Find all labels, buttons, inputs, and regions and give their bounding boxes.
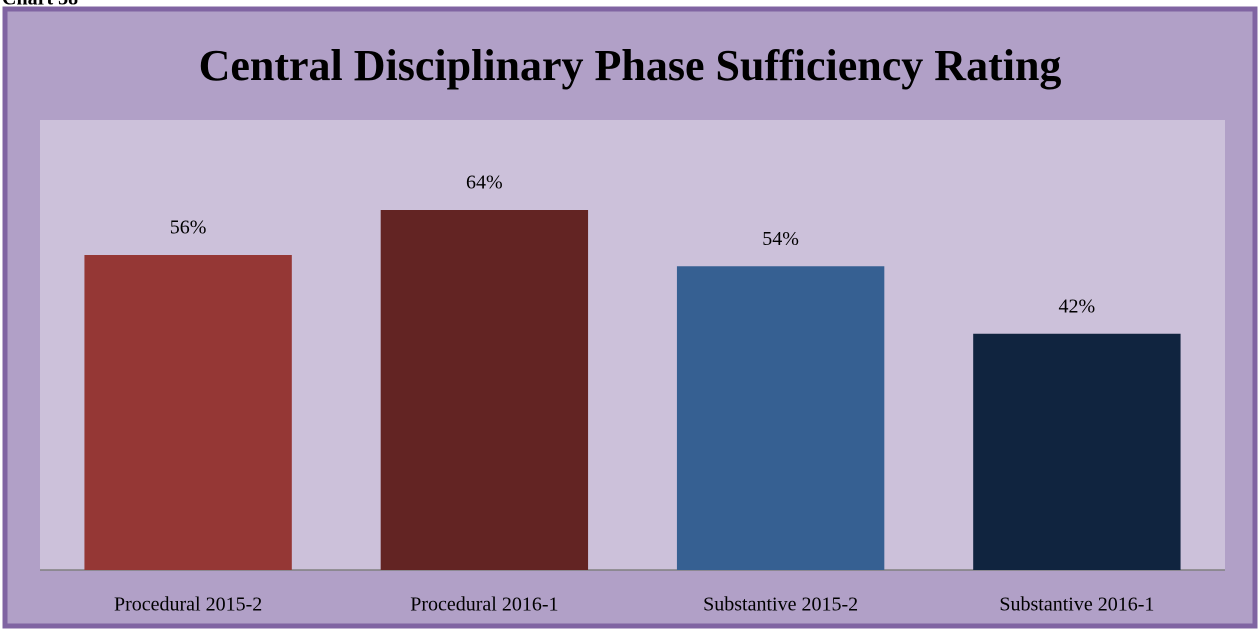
bar [380, 210, 589, 570]
data-label: 56% [170, 217, 207, 239]
chart-title: Central Disciplinary Phase Sufficiency R… [199, 41, 1062, 90]
bar [676, 266, 885, 570]
x-tick-label: Substantive 2015-2 [703, 594, 858, 616]
data-label: 54% [762, 228, 799, 250]
bar [84, 255, 292, 570]
x-tick-label: Substantive 2016-1 [999, 594, 1154, 616]
data-label: 64% [466, 172, 503, 194]
x-tick-label: Procedural 2016-1 [410, 594, 558, 616]
chart-caption: Chart 38 [2, 0, 78, 10]
x-tick-label: Procedural 2015-2 [114, 594, 262, 616]
bar [973, 333, 1181, 570]
data-label: 42% [1059, 295, 1096, 317]
